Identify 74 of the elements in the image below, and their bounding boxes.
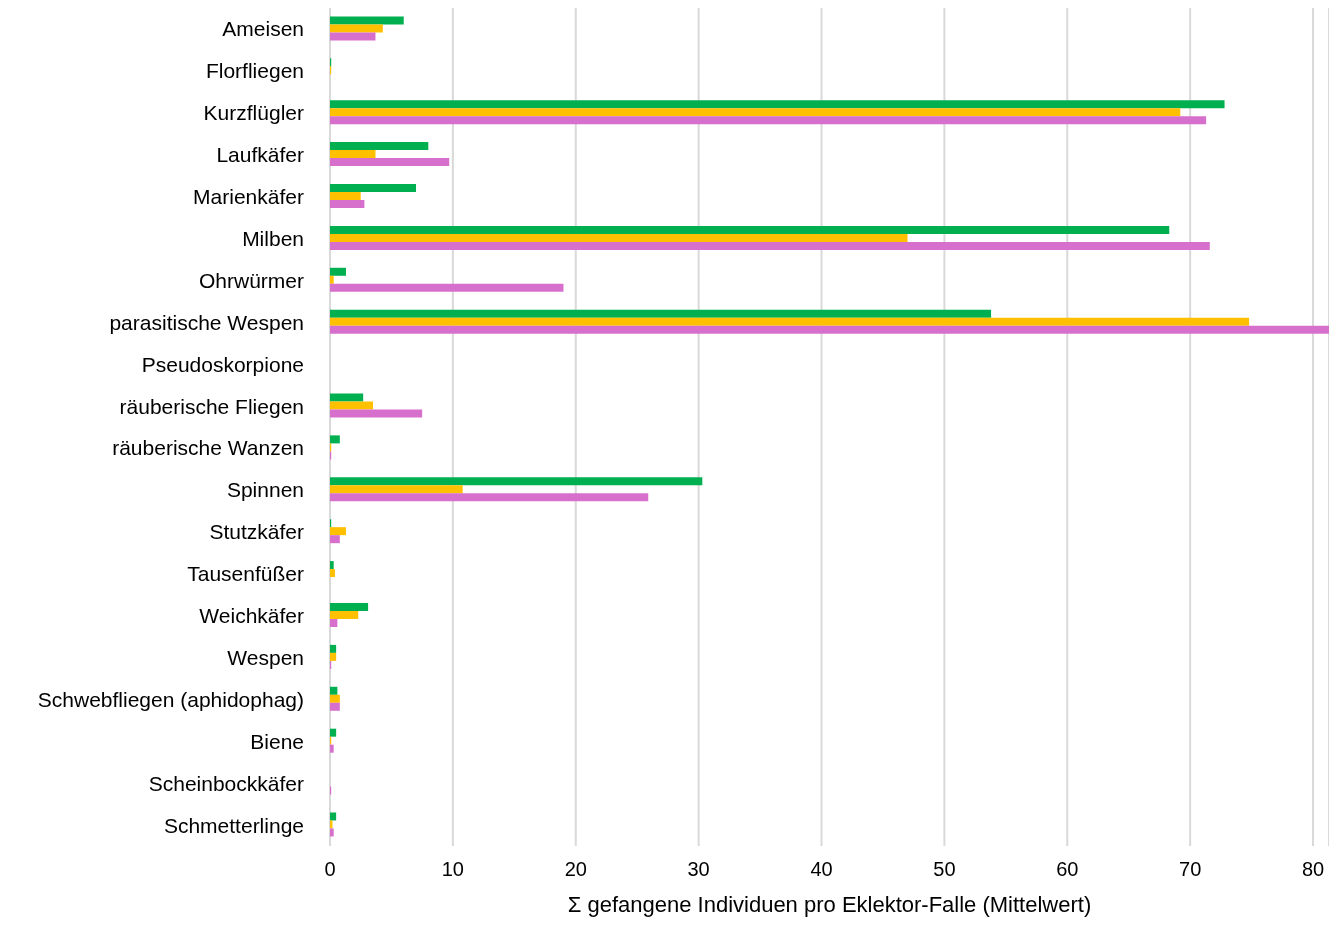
bar bbox=[330, 225, 1170, 234]
y-tick-label: Scheinbockkäfer bbox=[148, 771, 304, 795]
y-tick-label: Marienkäfer bbox=[193, 185, 304, 209]
bar bbox=[330, 702, 340, 711]
x-tick-label: 0 bbox=[324, 858, 336, 881]
bar bbox=[330, 325, 1329, 334]
x-tick-label: 40 bbox=[810, 858, 833, 881]
bar bbox=[330, 435, 340, 444]
y-tick-label: Wespen bbox=[227, 645, 304, 669]
bar bbox=[330, 485, 463, 494]
bar bbox=[330, 24, 383, 33]
x-tick-label: 30 bbox=[687, 858, 710, 881]
bar bbox=[330, 644, 337, 653]
x-tick-label: 60 bbox=[1056, 858, 1079, 881]
bar bbox=[330, 744, 334, 753]
x-axis-title: Σ gefangene Individuen pro Eklektor-Falle (Mittelwert) bbox=[567, 892, 1092, 917]
x-tick-label: 80 bbox=[1301, 858, 1325, 881]
bar bbox=[330, 401, 374, 410]
x-tick-label: 50 bbox=[933, 858, 956, 881]
bar bbox=[330, 142, 429, 151]
bar bbox=[330, 199, 365, 208]
bar bbox=[330, 477, 703, 486]
bar bbox=[330, 527, 346, 536]
bar bbox=[330, 561, 334, 570]
y-tick-label: Pseudoskorpione bbox=[141, 352, 304, 376]
y-tick-label: Spinnen bbox=[226, 478, 304, 502]
bar bbox=[330, 191, 361, 200]
bar bbox=[330, 618, 338, 627]
y-tick-label: Laufkäfer bbox=[216, 143, 304, 167]
bar bbox=[330, 108, 1181, 117]
bar bbox=[330, 602, 369, 611]
bar bbox=[330, 16, 404, 25]
bar bbox=[330, 610, 359, 619]
bar bbox=[330, 309, 992, 318]
bar bbox=[330, 409, 423, 418]
bar bbox=[330, 694, 340, 703]
bar bbox=[330, 241, 1210, 250]
bar bbox=[330, 275, 334, 284]
bar bbox=[330, 493, 649, 502]
bar bbox=[330, 150, 376, 159]
bar bbox=[330, 393, 364, 402]
y-tick-label: Kurzflügler bbox=[203, 101, 304, 125]
y-tick-label: Milben bbox=[242, 226, 304, 250]
y-tick-label: Schwebfliegen (aphidophag) bbox=[37, 687, 304, 711]
y-tick-label: Ameisen bbox=[222, 17, 304, 41]
bar bbox=[330, 116, 1207, 125]
bar bbox=[330, 569, 335, 578]
x-tick-label: 10 bbox=[441, 858, 464, 881]
x-tick-label: 20 bbox=[564, 858, 587, 881]
bar bbox=[330, 728, 337, 737]
y-tick-label: parasitische Wespen bbox=[109, 310, 304, 334]
bar bbox=[330, 535, 340, 544]
bar bbox=[330, 652, 337, 661]
bar bbox=[330, 100, 1225, 109]
y-tick-label: Weichkäfer bbox=[199, 604, 304, 628]
bar bbox=[330, 183, 417, 192]
bar bbox=[330, 267, 346, 276]
y-tick-label: räuberische Fliegen bbox=[119, 394, 304, 418]
bar bbox=[330, 828, 334, 837]
bar bbox=[330, 812, 337, 821]
y-tick-label: Schmetterlinge bbox=[163, 813, 304, 837]
x-tick-label: 70 bbox=[1179, 858, 1202, 881]
y-tick-label: Stutzkäfer bbox=[209, 520, 304, 544]
y-tick-label: Florfliegen bbox=[205, 59, 304, 83]
y-tick-label: Ohrwürmer bbox=[198, 268, 304, 292]
bar bbox=[330, 317, 1250, 326]
bar bbox=[330, 158, 450, 167]
bar bbox=[330, 283, 564, 292]
y-tick-label: räuberische Wanzen bbox=[112, 436, 304, 460]
bar bbox=[330, 32, 376, 41]
y-tick-label: Biene bbox=[250, 729, 304, 753]
bar bbox=[330, 233, 908, 242]
bar bbox=[330, 686, 338, 695]
y-tick-label: Tausenfüßer bbox=[187, 562, 304, 586]
